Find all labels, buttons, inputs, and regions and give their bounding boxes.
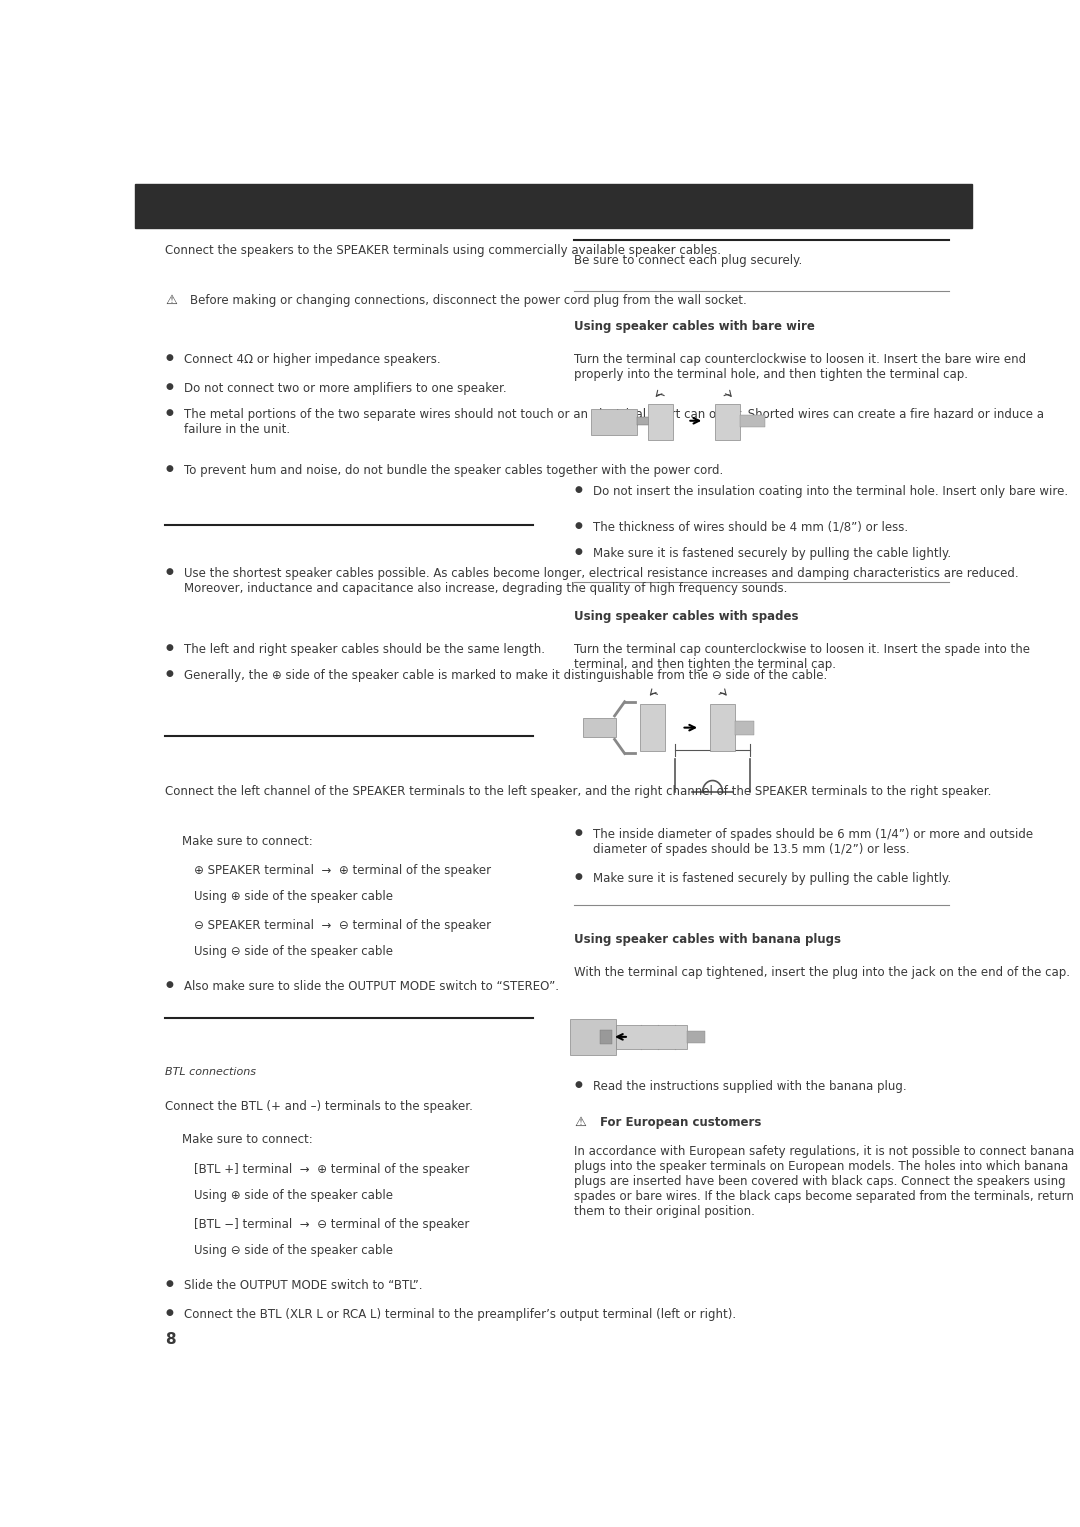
Text: ●: ●: [575, 486, 582, 495]
Text: ●: ●: [165, 382, 173, 391]
Text: BTL connections: BTL connections: [165, 1067, 256, 1078]
Bar: [617, 1025, 688, 1049]
Text: ●: ●: [575, 521, 582, 530]
Text: ●: ●: [575, 1081, 582, 1089]
Bar: [570, 1019, 617, 1055]
Bar: [740, 415, 766, 426]
Text: ⊖ SPEAKER terminal  →  ⊖ terminal of the speaker: ⊖ SPEAKER terminal → ⊖ terminal of the s…: [194, 919, 491, 933]
Text: Make sure it is fastened securely by pulling the cable lightly.: Make sure it is fastened securely by pul…: [593, 872, 951, 886]
Text: Using speaker cables with banana plugs: Using speaker cables with banana plugs: [575, 933, 841, 947]
Text: Do not connect two or more amplifiers to one speaker.: Do not connect two or more amplifiers to…: [184, 382, 507, 395]
Text: The inside diameter of spades should be 6 mm (1/4”) or more and outside diameter: The inside diameter of spades should be …: [593, 828, 1032, 855]
Text: Generally, the ⊕ side of the speaker cable is marked to make it distinguishable : Generally, the ⊕ side of the speaker cab…: [184, 669, 827, 683]
Text: Turn the terminal cap counterclockwise to loosen it. Insert the bare wire end pr: Turn the terminal cap counterclockwise t…: [575, 353, 1027, 380]
Text: ⚠: ⚠: [575, 1116, 586, 1128]
Text: ●: ●: [165, 464, 173, 473]
Text: ●: ●: [575, 872, 582, 881]
Text: Make sure it is fastened securely by pulling the cable lightly.: Make sure it is fastened securely by pul…: [593, 547, 951, 559]
Text: ●: ●: [165, 643, 173, 652]
Text: The left and right speaker cables should be the same length.: The left and right speaker cables should…: [184, 643, 544, 657]
Text: Connect the BTL (+ and –) terminals to the speaker.: Connect the BTL (+ and –) terminals to t…: [165, 1101, 473, 1113]
Text: ●: ●: [165, 567, 173, 576]
Text: Make sure to connect:: Make sure to connect:: [181, 835, 312, 847]
Bar: [135, 185, 972, 228]
Text: Read the instructions supplied with the banana plug.: Read the instructions supplied with the …: [593, 1081, 906, 1093]
Text: Use the shortest speaker cables possible. As cables become longer, electrical re: Use the shortest speaker cables possible…: [184, 567, 1018, 594]
Text: 8: 8: [165, 1332, 176, 1347]
Text: Using ⊕ side of the speaker cable: Using ⊕ side of the speaker cable: [194, 1188, 393, 1202]
Text: Connect the speakers to the SPEAKER terminals using commercially available speak: Connect the speakers to the SPEAKER term…: [165, 244, 721, 258]
Text: In accordance with European safety regulations, it is not possible to connect ba: In accordance with European safety regul…: [575, 1145, 1075, 1219]
Text: Before making or changing connections, disconnect the power cord plug from the w: Before making or changing connections, d…: [190, 293, 747, 307]
Text: The thickness of wires should be 4 mm (1/8”) or less.: The thickness of wires should be 4 mm (1…: [593, 521, 908, 534]
Bar: [715, 405, 740, 440]
Text: ●: ●: [165, 1280, 173, 1289]
Text: ●: ●: [165, 1309, 173, 1318]
Text: ●: ●: [575, 828, 582, 837]
Text: ●: ●: [165, 669, 173, 678]
Text: Using speaker cables with bare wire: Using speaker cables with bare wire: [575, 319, 815, 333]
Text: For European customers: For European customers: [599, 1116, 761, 1128]
Text: ⚠: ⚠: [165, 293, 177, 307]
Text: Connect the BTL (XLR L or RCA L) terminal to the preamplifer’s output terminal (: Connect the BTL (XLR L or RCA L) termina…: [184, 1309, 735, 1321]
Text: ⊕ SPEAKER terminal  →  ⊕ terminal of the speaker: ⊕ SPEAKER terminal → ⊕ terminal of the s…: [194, 864, 491, 876]
Text: Do not insert the insulation coating into the terminal hole. Insert only bare wi: Do not insert the insulation coating int…: [593, 486, 1068, 498]
Text: ●: ●: [165, 353, 173, 362]
Bar: [637, 417, 650, 426]
Bar: [583, 718, 617, 738]
Text: Be sure to connect each plug securely.: Be sure to connect each plug securely.: [575, 253, 802, 267]
Text: Also make sure to slide the OUTPUT MODE switch to “STEREO”.: Also make sure to slide the OUTPUT MODE …: [184, 980, 558, 994]
Text: The metal portions of the two separate wires should not touch or an electrical s: The metal portions of the two separate w…: [184, 408, 1043, 435]
Text: Connect 4Ω or higher impedance speakers.: Connect 4Ω or higher impedance speakers.: [184, 353, 441, 365]
Text: With the terminal cap tightened, insert the plug into the jack on the end of the: With the terminal cap tightened, insert …: [575, 967, 1070, 979]
Text: Using ⊕ side of the speaker cable: Using ⊕ side of the speaker cable: [194, 890, 393, 902]
Text: Using ⊖ side of the speaker cable: Using ⊖ side of the speaker cable: [194, 1245, 393, 1257]
Text: Make sure to connect:: Make sure to connect:: [181, 1133, 312, 1147]
Text: [BTL +] terminal  →  ⊕ terminal of the speaker: [BTL +] terminal → ⊕ terminal of the spe…: [194, 1162, 470, 1176]
Text: [BTL −] terminal  →  ⊖ terminal of the speaker: [BTL −] terminal → ⊖ terminal of the spe…: [194, 1219, 470, 1231]
Bar: [639, 704, 665, 751]
Text: ●: ●: [575, 547, 582, 556]
Bar: [687, 1031, 705, 1043]
Bar: [591, 409, 637, 435]
Bar: [599, 1029, 612, 1044]
Text: ●: ●: [165, 408, 173, 417]
Text: Using ⊖ side of the speaker cable: Using ⊖ side of the speaker cable: [194, 945, 393, 957]
Text: Connect the left channel of the SPEAKER terminals to the left speaker, and the r: Connect the left channel of the SPEAKER …: [165, 785, 991, 799]
Bar: [735, 721, 754, 734]
Text: Using speaker cables with spades: Using speaker cables with spades: [575, 611, 799, 623]
Bar: [648, 405, 673, 440]
Text: To prevent hum and noise, do not bundle the speaker cables together with the pow: To prevent hum and noise, do not bundle …: [184, 464, 723, 478]
Text: Speaker Connections: Speaker Connections: [455, 195, 652, 212]
Text: Slide the OUTPUT MODE switch to “BTL”.: Slide the OUTPUT MODE switch to “BTL”.: [184, 1280, 422, 1292]
Bar: [710, 704, 735, 751]
Text: Turn the terminal cap counterclockwise to loosen it. Insert the spade into the t: Turn the terminal cap counterclockwise t…: [575, 643, 1030, 670]
Text: ●: ●: [165, 980, 173, 989]
